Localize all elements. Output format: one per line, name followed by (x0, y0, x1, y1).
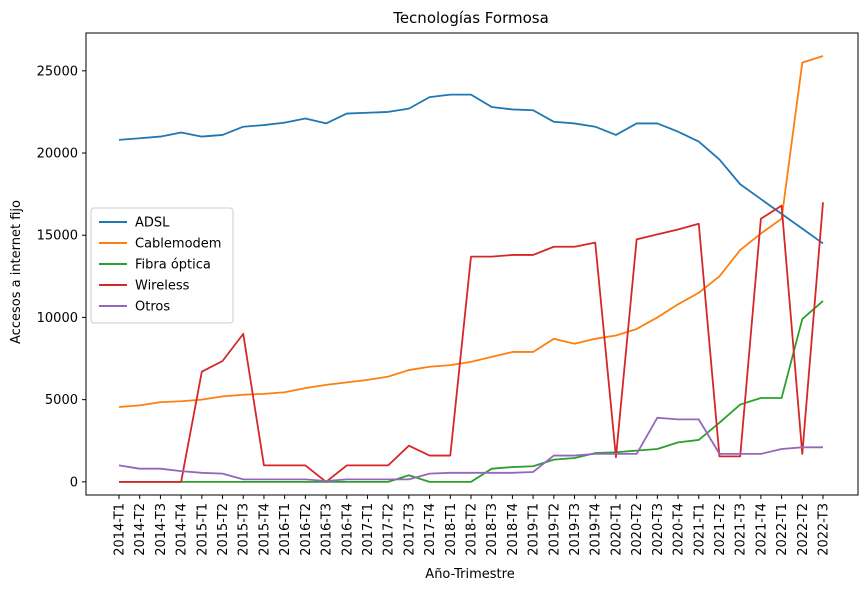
x-tick-label: 2019-T2 (547, 503, 562, 556)
x-tick-label: 2014-T3 (154, 503, 169, 556)
x-tick-label: 2020-T2 (630, 503, 645, 556)
x-tick-label: 2018-T1 (444, 503, 459, 556)
legend-label: ADSL (135, 216, 170, 231)
x-tick-label: 2019-T3 (568, 503, 583, 556)
x-tick-label: 2021-T3 (734, 503, 749, 556)
x-tick-label: 2022-T1 (775, 503, 790, 556)
series-line-adsl (118, 93, 824, 245)
legend-frame (90, 207, 234, 324)
x-tick-label: 2014-T4 (175, 503, 190, 556)
x-tick-label: 2018-T3 (485, 503, 500, 556)
x-tick-label: 2017-T2 (382, 503, 397, 556)
x-tick-label: 2018-T2 (465, 503, 480, 556)
x-tick-label: 2021-T4 (754, 503, 769, 556)
plot-area (85, 32, 859, 496)
x-tick-label: 2015-T3 (237, 503, 252, 556)
x-tick-label: 2015-T1 (195, 503, 210, 556)
y-tick-label: 10000 (37, 311, 78, 326)
x-tick-label: 2015-T4 (257, 503, 272, 556)
x-tick-label: 2016-T1 (278, 503, 293, 556)
x-tick-label: 2022-T3 (817, 503, 832, 556)
x-tick-label: 2018-T4 (506, 503, 521, 556)
series-line-cablemodem (118, 55, 824, 408)
x-tick-label: 2017-T3 (402, 503, 417, 556)
x-tick-label: 2016-T3 (320, 503, 335, 556)
x-tick-label: 2014-T2 (133, 503, 148, 556)
x-tick-label: 2020-T1 (609, 503, 624, 556)
y-tick-label: 20000 (37, 147, 78, 162)
x-tick-label: 2022-T2 (796, 503, 811, 556)
x-tick-label: 2020-T3 (651, 503, 666, 556)
y-tick-label: 15000 (37, 229, 78, 244)
legend-label: Fibra óptica (135, 258, 211, 273)
series-line-fibra-ptica (119, 300, 824, 483)
y-axis-label: Accesos a internet fijo (9, 200, 24, 344)
x-axis-label: Año-Trimestre (425, 567, 514, 582)
y-tick-label: 0 (70, 475, 78, 490)
x-axis: 2014-T1 2014-T2 2014-T3 2014-T4 2015-T1 2015-… (113, 495, 832, 556)
y-tick-label: 25000 (37, 64, 78, 79)
x-tick-label: 2021-T2 (713, 503, 728, 556)
legend-label: Cablemodem (135, 237, 221, 252)
x-tick-label: 2019-T1 (527, 503, 542, 556)
x-tick-label: 2017-T4 (423, 503, 438, 556)
y-axis: 0 5000 10000 15000 20000 25000 (37, 64, 86, 490)
series-group (118, 55, 824, 483)
legend-label: Wireless (135, 279, 190, 294)
x-tick-label: 2015-T2 (216, 503, 231, 556)
series-line-otros (118, 416, 823, 482)
x-tick-label: 2017-T1 (361, 503, 376, 556)
legend-label: Otros (135, 300, 170, 315)
x-tick-label: 2019-T4 (589, 503, 604, 556)
x-tick-label: 2016-T4 (340, 503, 355, 556)
chart-title: Tecnologías Formosa (392, 9, 549, 27)
x-tick-label: 2016-T2 (299, 503, 314, 556)
legend: ADSL Cablemodem Fibra óptica Wireless Otros (90, 207, 234, 324)
x-tick-label: 2021-T1 (692, 503, 707, 556)
x-tick-label: 2020-T4 (672, 503, 687, 556)
x-tick-label: 2014-T1 (113, 503, 128, 556)
series-line-wireless (119, 202, 824, 483)
y-tick-label: 5000 (45, 393, 78, 408)
